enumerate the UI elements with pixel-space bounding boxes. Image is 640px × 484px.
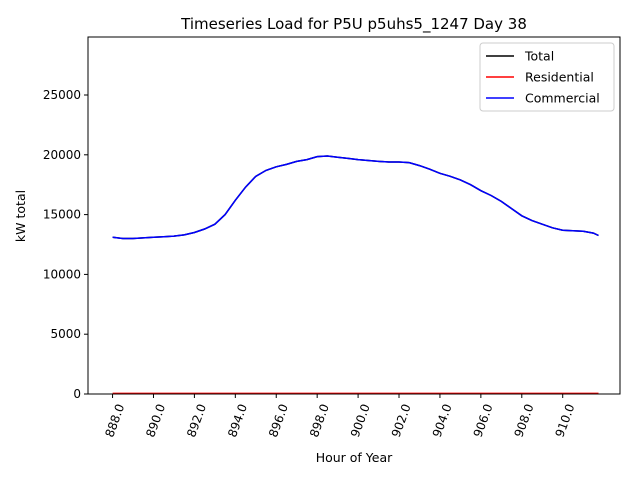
x-tick-label: 890.0 — [143, 402, 168, 439]
x-tick-label: 910.0 — [553, 402, 578, 439]
x-tick-label: 908.0 — [512, 402, 537, 439]
y-tick-label: 25000 — [43, 88, 81, 102]
x-tick-label: 902.0 — [389, 402, 414, 439]
legend-label-residential: Residential — [525, 70, 594, 85]
y-tick-label: 10000 — [43, 267, 81, 281]
plot-area: 888.0 890.0 892.0 894.0 896.0 898.0 900.0 902.0… — [43, 36, 621, 439]
x-tick-label: 904.0 — [430, 402, 455, 439]
x-axis-label: Hour of Year — [316, 450, 393, 465]
x-tick-label: 900.0 — [348, 402, 373, 439]
series-line-total — [112, 155, 599, 240]
legend-label-total: Total — [524, 49, 554, 64]
y-tick-label: 15000 — [43, 208, 81, 222]
series-line-commercial — [112, 155, 599, 240]
x-tick-label: 892.0 — [184, 402, 209, 439]
y-axis-label: kW total — [13, 190, 28, 242]
y-tick-label: 5000 — [50, 327, 81, 341]
legend-label-commercial: Commercial — [525, 91, 600, 106]
plot-frame — [87, 36, 621, 395]
y-tick-label: 0 — [73, 387, 81, 401]
x-tick-label: 898.0 — [307, 402, 332, 439]
x-tick-label: 906.0 — [471, 402, 496, 439]
x-tick-label: 888.0 — [102, 402, 127, 439]
y-tick-label: 20000 — [43, 148, 81, 162]
chart-title: Timeseries Load for P5U p5uhs5_1247 Day … — [180, 15, 527, 34]
legend: Total Residential Commercial — [479, 42, 615, 112]
x-tick-label: 896.0 — [266, 402, 291, 439]
x-tick-label: 894.0 — [225, 402, 250, 439]
legend-box — [479, 42, 615, 112]
